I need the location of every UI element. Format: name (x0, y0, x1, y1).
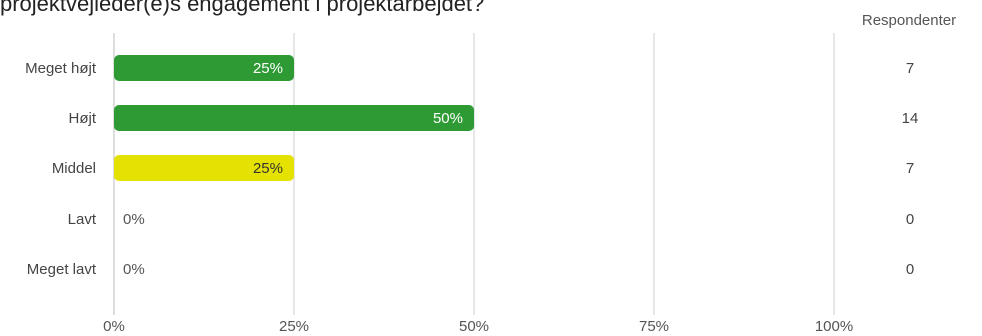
category-label: Meget højt (25, 60, 97, 77)
category-label: Middel (52, 160, 96, 177)
bar-value-label: 50% (433, 110, 463, 127)
x-tick-label: 100% (815, 318, 853, 335)
bar (114, 105, 474, 131)
respondents-count: 7 (906, 160, 914, 177)
chart-title: projektvejleder(e)s engagement i projekt… (0, 0, 485, 16)
bar-value-label: 25% (253, 60, 283, 77)
category-labels: Meget højt Højt Middel Lavt Meget lavt (25, 60, 97, 278)
bar-value-label: 25% (253, 160, 283, 177)
bar-value-label: 0% (123, 261, 145, 278)
respondents-count: 14 (902, 110, 919, 127)
category-label: Lavt (68, 211, 97, 228)
bar (114, 55, 294, 81)
x-tick-label: 75% (639, 318, 669, 335)
bar (114, 155, 294, 181)
x-axis-ticks: 0% 25% 50% 75% 100% (103, 318, 853, 335)
value-labels: 25% 50% 25% 0% 0% (123, 60, 463, 278)
respondents-count: 0 (906, 261, 914, 278)
respondents-count: 0 (906, 211, 914, 228)
bar-value-label: 0% (123, 211, 145, 228)
category-label: Meget lavt (27, 261, 97, 278)
x-tick-label: 50% (459, 318, 489, 335)
x-tick-label: 25% (279, 318, 309, 335)
respondents-column: Respondenter 7 14 7 0 0 (862, 12, 956, 278)
x-tick-label: 0% (103, 318, 125, 335)
bars (114, 55, 474, 181)
respondents-count: 7 (906, 60, 914, 77)
category-label: Højt (69, 110, 97, 127)
respondents-header: Respondenter (862, 12, 956, 29)
